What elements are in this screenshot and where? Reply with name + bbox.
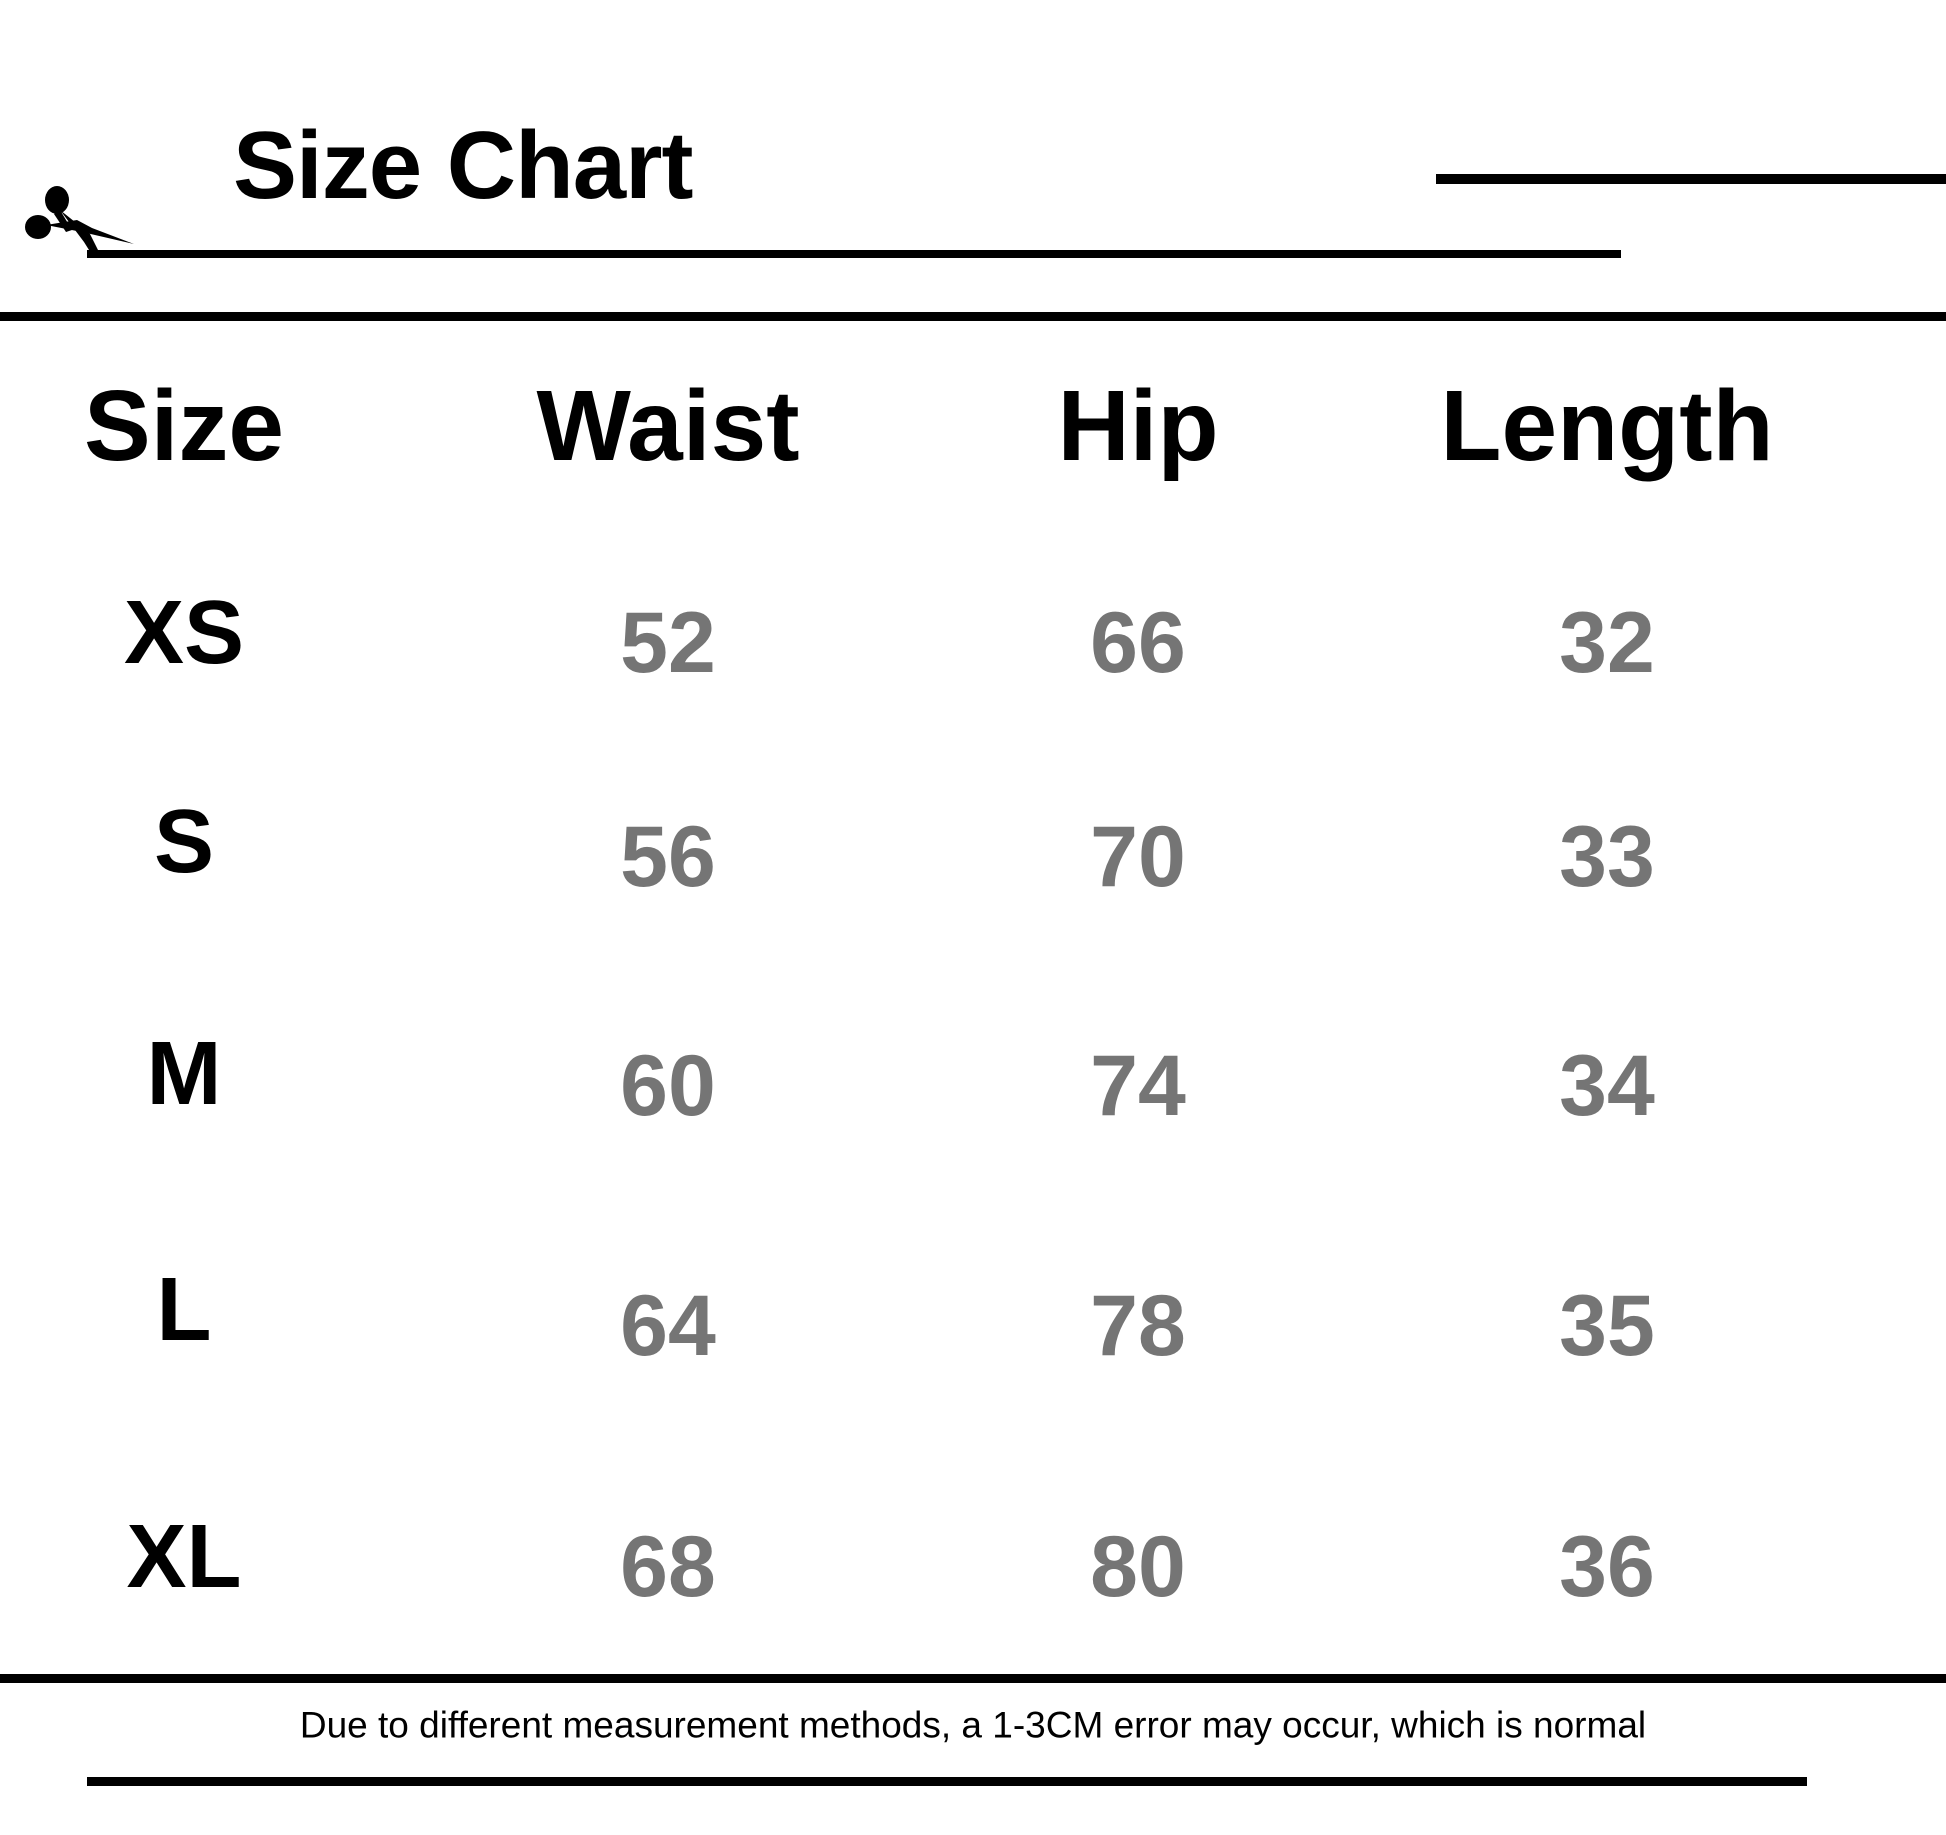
waist-value: 56 <box>620 809 716 905</box>
column-header-waist: Waist <box>536 370 800 482</box>
title-right-rule <box>1436 174 1946 184</box>
table-bottom-rule <box>0 1674 1946 1683</box>
length-value: 32 <box>1559 595 1655 691</box>
footnote: Due to different measurement methods, a … <box>299 1704 1647 1746</box>
footnote-underline <box>87 1777 1807 1786</box>
hip-value: 66 <box>1090 595 1186 691</box>
hip-value: 70 <box>1090 809 1186 905</box>
waist-value: 68 <box>620 1519 716 1615</box>
length-value: 35 <box>1559 1278 1655 1374</box>
length-value: 33 <box>1559 809 1655 905</box>
size-label: S <box>153 792 215 892</box>
title-underline <box>87 250 1621 258</box>
waist-value: 64 <box>620 1278 716 1374</box>
length-value: 36 <box>1559 1519 1655 1615</box>
header-top-rule <box>0 312 1946 321</box>
column-header-size: Size <box>83 370 285 482</box>
hip-value: 78 <box>1090 1278 1186 1374</box>
length-value: 34 <box>1559 1038 1655 1134</box>
waist-value: 60 <box>620 1038 716 1134</box>
hip-value: 80 <box>1090 1519 1186 1615</box>
size-label: L <box>156 1260 212 1360</box>
size-label: XS <box>123 583 245 683</box>
size-label: M <box>146 1024 222 1124</box>
column-header-length: Length <box>1440 370 1774 482</box>
waist-value: 52 <box>620 595 716 691</box>
page-title: Size Chart <box>233 112 693 219</box>
hip-value: 74 <box>1090 1038 1186 1134</box>
column-header-hip: Hip <box>1057 370 1219 482</box>
size-label: XL <box>126 1507 242 1607</box>
scissors-icon <box>25 186 134 258</box>
